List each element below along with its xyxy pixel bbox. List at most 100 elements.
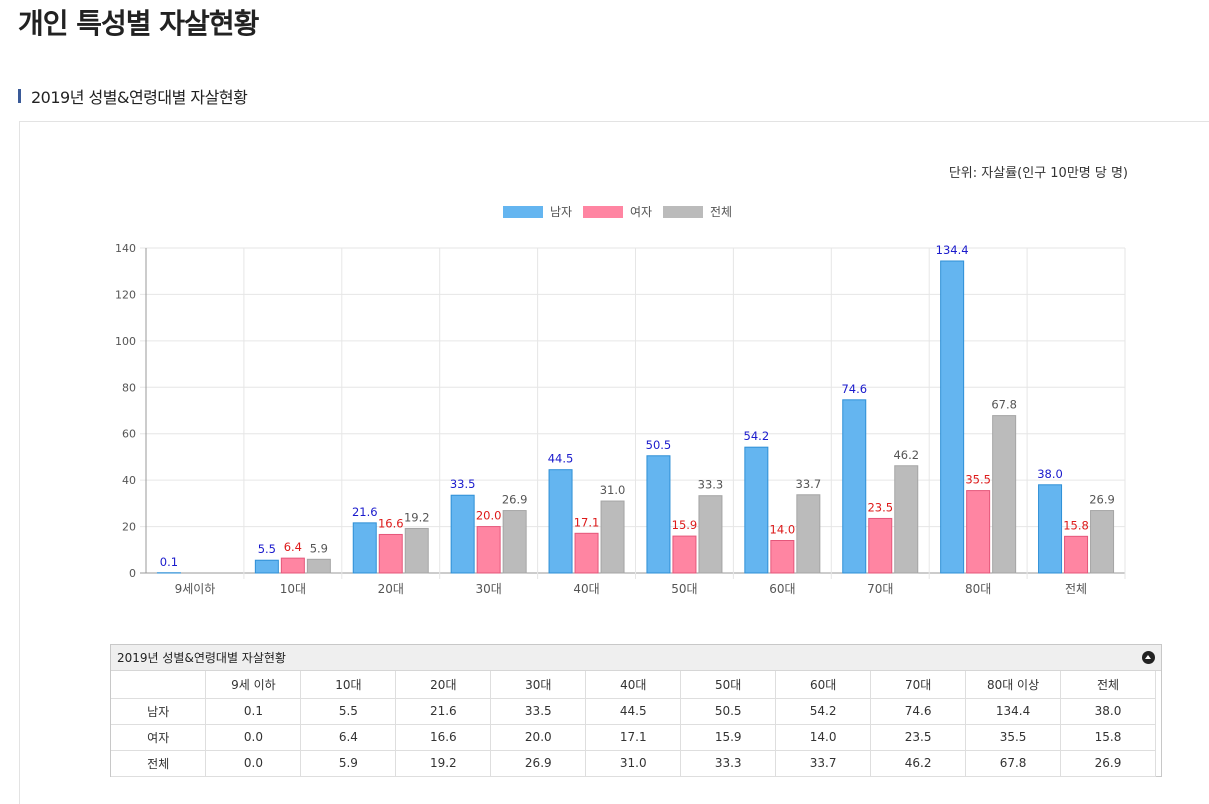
data-label-male: 54.2 [744,429,770,443]
bar-total [306,558,331,574]
table-cell: 0.0 [205,749,302,777]
table-cell: 16.6 [395,723,492,751]
bar-chart: 0 20 40 60 80 100 120 140 9세이하 0.1 10대 5.5 6.4 5.9 20대… [115,205,1126,596]
data-label-total: 46.2 [893,448,919,462]
bar-total [992,415,1017,574]
collapse-icon[interactable] [1142,651,1155,664]
table-header-cell: 70대 [870,671,967,699]
table-cell: 5.5 [300,697,397,725]
data-label-female: 17.1 [574,515,600,529]
y-tick-label: 20 [122,521,136,534]
bar-female [378,533,403,574]
bar-total [502,510,527,574]
bar-male [940,260,965,574]
x-tick-label: 10대 [280,582,306,596]
table-cell: 50.5 [680,697,777,725]
data-label-female: 15.9 [672,518,698,532]
table-cell: 5.9 [300,749,397,777]
data-label-total: 31.0 [600,483,626,497]
table-header-cell: 60대 [775,671,872,699]
x-tick-label: 20대 [378,582,404,596]
bar-female [574,532,599,574]
table-header-cell: 전체 [1060,671,1156,699]
bar-total [1090,510,1115,574]
bar-female [476,526,501,574]
data-label-female: 23.5 [867,500,893,514]
table-cell: 23.5 [870,723,967,751]
bar-total [404,527,429,574]
legend-label-female: 여자 [630,205,652,219]
y-tick-label: 40 [122,474,136,487]
table-cell: 44.5 [585,697,682,725]
bar-total [600,500,625,574]
data-label-male: 38.0 [1037,467,1063,481]
table-row: 전체 0.0 5.9 19.2 26.9 31.0 33.3 33.7 46.2 67.8 26.9 [111,749,1156,777]
bar-female [1064,535,1089,574]
table-cell: 17.1 [585,723,682,751]
table-cell: 134.4 [965,697,1062,725]
table-cell: 38.0 [1060,697,1156,725]
bar-female [868,517,893,574]
data-label-male: 21.6 [352,505,378,519]
table-cell: 31.0 [585,749,682,777]
data-label-female: 15.8 [1063,518,1089,532]
table-cell: 54.2 [775,697,872,725]
table-row-label: 여자 [111,723,207,751]
table-cell: 0.0 [205,723,302,751]
x-tick-label: 50대 [671,582,697,596]
section-title-text: 2019년 성별&연령대별 자살현황 [31,88,248,107]
data-label-male: 5.5 [258,542,276,556]
x-tick-label: 9세이하 [175,582,216,596]
y-tick-label: 140 [115,242,136,255]
table-caption: 2019년 성별&연령대별 자살현황 [117,651,286,665]
data-label-male: 44.5 [548,452,574,466]
table-row: 남자 0.1 5.5 21.6 33.5 44.5 50.5 54.2 74.6 134.4 38.… [111,697,1156,725]
bar-male [1038,484,1063,574]
y-tick-label: 0 [129,567,136,580]
section-marker [18,89,21,103]
data-label-total: 5.9 [310,541,328,555]
bar-female [280,557,305,574]
bar-total [894,465,919,574]
data-label-male: 74.6 [841,382,867,396]
table-cell: 35.5 [965,723,1062,751]
table-cell: 6.4 [300,723,397,751]
table-cell: 74.6 [870,697,967,725]
table-row-label: 남자 [111,697,207,725]
y-tick-label: 100 [115,335,136,348]
data-label-male: 0.1 [160,555,178,569]
table-header-cell: 10대 [300,671,397,699]
bar-female [770,540,795,574]
data-label-total: 26.9 [502,493,528,507]
table-cell: 33.3 [680,749,777,777]
table-header-cell: 30대 [490,671,587,699]
section-title: 2019년 성별&연령대별 자살현황 [18,84,248,108]
x-tick-label: 40대 [573,582,599,596]
page-title: 개인 특성별 자살현황 [18,7,259,40]
legend-label-total: 전체 [710,205,732,219]
table-cell: 33.7 [775,749,872,777]
table-cell: 15.9 [680,723,777,751]
table-cell: 20.0 [490,723,587,751]
bar-total [698,495,723,574]
table-cell: 46.2 [870,749,967,777]
data-label-female: 6.4 [284,540,302,554]
x-tick-label: 70대 [867,582,893,596]
data-label-total: 33.7 [796,477,822,491]
bar-female [672,535,697,574]
table-row: 여자 0.0 6.4 16.6 20.0 17.1 15.9 14.0 23.5 35.5 15.8 [111,723,1156,751]
y-tick-label: 60 [122,428,136,441]
data-label-female: 35.5 [965,473,991,487]
bar-male [744,446,769,574]
data-label-female: 16.6 [378,516,404,530]
table-cell: 21.6 [395,697,492,725]
legend-label-male: 남자 [550,205,572,219]
bar-female [966,490,991,574]
x-tick-label: 30대 [475,582,501,596]
bar-total [796,494,821,574]
data-label-male: 134.4 [936,243,969,257]
x-tick-label: 80대 [965,582,991,596]
table-row-label: 전체 [111,749,207,777]
legend-swatch-male [503,206,543,218]
bar-male [254,559,279,574]
